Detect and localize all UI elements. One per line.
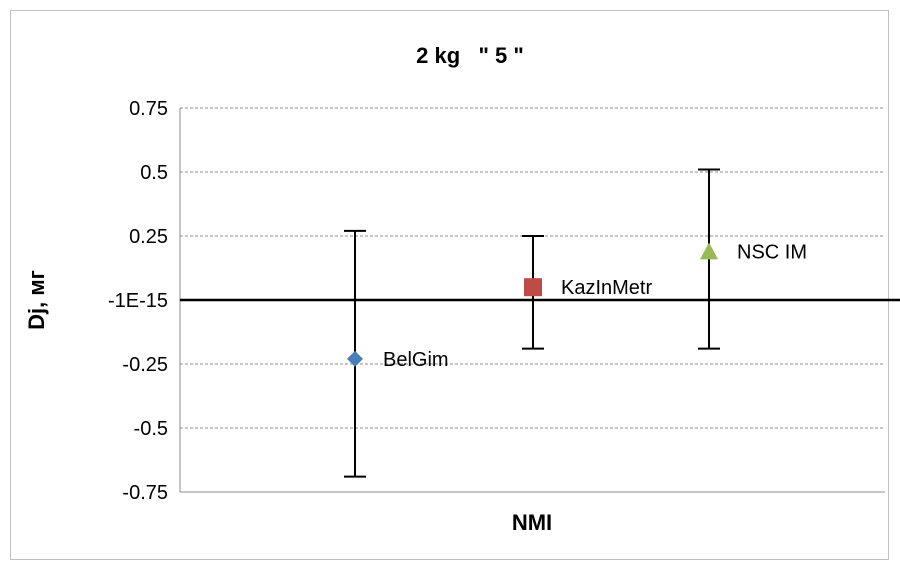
- marker-triangle: [700, 242, 718, 260]
- grid-layer: [179, 107, 900, 493]
- point-label: NSC IM: [737, 241, 807, 263]
- y-tick-label: -0.5: [134, 418, 168, 440]
- chart-title: 2 kg " 5 ": [416, 43, 524, 68]
- y-tick-label: -0.25: [122, 354, 168, 376]
- y-tick-label: 0.75: [129, 98, 168, 120]
- y-tick-label: 0.25: [129, 226, 168, 248]
- y-tick-label: -1E-15: [108, 290, 168, 312]
- y-axis-title: Dj, мг: [24, 270, 49, 330]
- data-points: BelGim KazInMetr NSC IM: [344, 168, 807, 478]
- y-tick-label: 0.5: [140, 162, 168, 184]
- point-label: BelGim: [383, 349, 449, 371]
- x-axis-title: NMI: [512, 510, 552, 535]
- y-tick-label: -0.75: [122, 482, 168, 504]
- marker-diamond: [347, 350, 363, 367]
- marker-square: [524, 278, 542, 297]
- chart-frame: [10, 10, 889, 560]
- y-tick-labels: 0.75 0.5 0.25 -1E-15 -0.25 -0.5 -0.75: [108, 98, 168, 504]
- point-label: KazInMetr: [561, 277, 652, 299]
